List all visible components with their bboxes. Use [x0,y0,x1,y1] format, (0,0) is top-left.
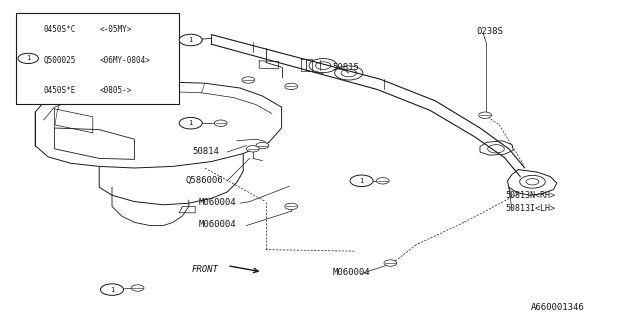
Circle shape [256,142,269,149]
Circle shape [350,175,373,187]
Text: 50813I<LH>: 50813I<LH> [506,204,556,213]
Text: Q586006: Q586006 [186,176,223,185]
Text: 1: 1 [110,287,114,292]
Text: 0450S*E: 0450S*E [44,86,76,95]
Text: 50815: 50815 [333,63,360,72]
Text: 0238S: 0238S [477,27,504,36]
Circle shape [376,178,389,184]
Text: 1: 1 [360,178,364,184]
Text: 50814: 50814 [192,147,219,156]
Circle shape [179,117,202,129]
Text: M060004: M060004 [198,220,236,229]
Circle shape [179,34,202,46]
Text: <06MY-0804>: <06MY-0804> [99,55,150,65]
Circle shape [214,120,227,126]
Text: FRONT: FRONT [192,265,219,274]
Circle shape [384,260,397,266]
Text: 1: 1 [26,55,30,61]
Text: <0805->: <0805-> [99,86,132,95]
Circle shape [242,77,255,83]
Text: 1: 1 [189,120,193,126]
Bar [16,13,179,104]
Circle shape [131,285,144,291]
Circle shape [246,146,259,152]
Text: A660001346: A660001346 [531,303,585,312]
Circle shape [479,112,492,118]
Text: M060004: M060004 [333,268,371,277]
Circle shape [285,203,298,210]
Circle shape [18,53,38,64]
Text: 0450S*C: 0450S*C [44,25,76,34]
Text: M060004: M060004 [198,198,236,207]
Text: Q500025: Q500025 [44,55,76,65]
Text: 50813N<RH>: 50813N<RH> [506,191,556,200]
Circle shape [100,284,124,295]
Text: <-05MY>: <-05MY> [99,25,132,34]
Text: 1: 1 [189,37,193,43]
Circle shape [285,83,298,90]
